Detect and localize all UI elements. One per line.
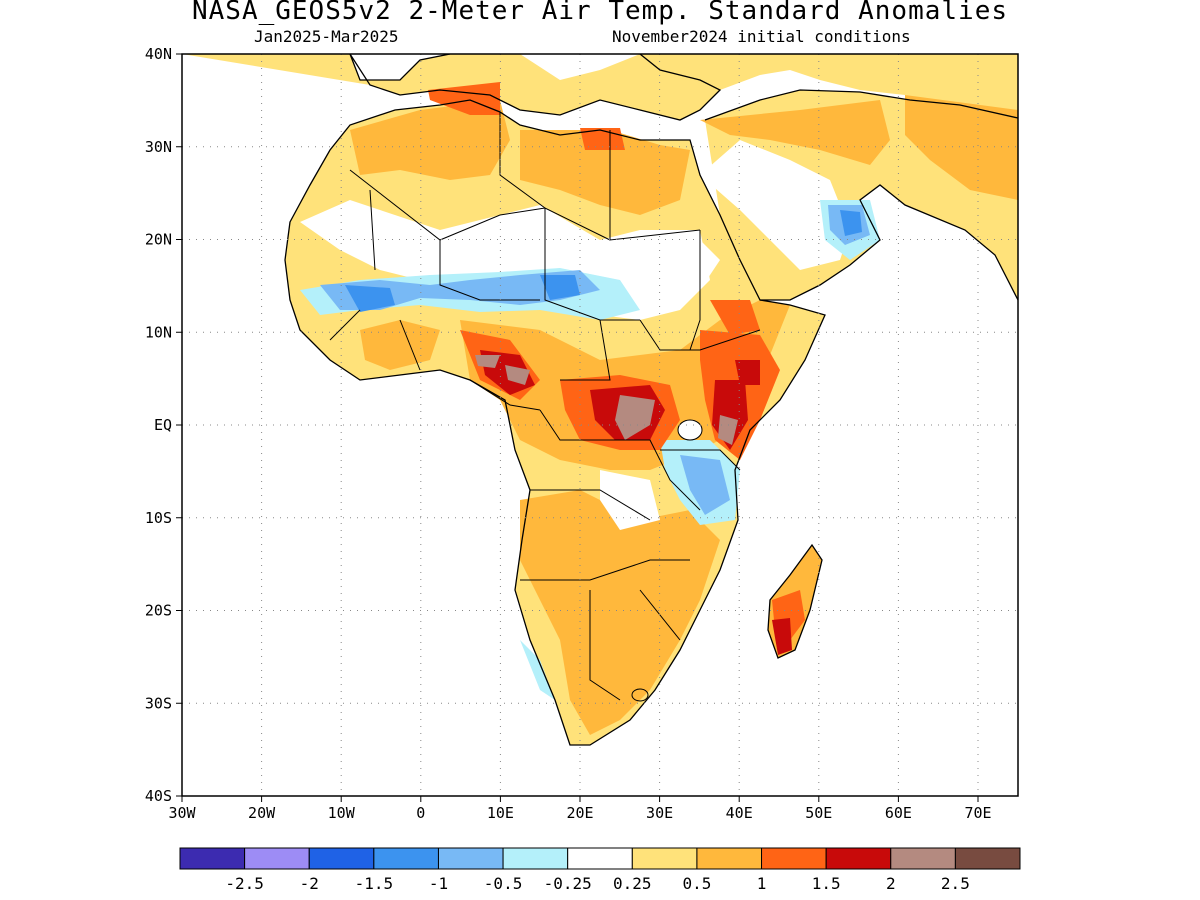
- colorbar-label: -1.5: [355, 874, 394, 893]
- colorbar-swatch: [244, 847, 310, 870]
- colorbar-label: -0.5: [484, 874, 523, 893]
- lat-tick-label: 30S: [145, 694, 172, 712]
- colorbar-label: -2: [300, 874, 319, 893]
- colorbar-label: 1: [757, 874, 767, 893]
- lat-tick-label: 10N: [145, 323, 172, 341]
- lon-tick-label: 30E: [646, 804, 673, 822]
- colorbar-label: 0.25: [613, 874, 652, 893]
- colorbar-swatch: [890, 847, 956, 870]
- colorbar-swatch: [308, 847, 375, 870]
- lat-tick-label: EQ: [154, 416, 172, 434]
- lon-tick-label: 0: [416, 804, 425, 822]
- gridlines: [182, 54, 1018, 796]
- colorbar-label: 2.5: [941, 874, 970, 893]
- colorbar-label: 0.5: [682, 874, 711, 893]
- lat-tick-label: 20N: [145, 231, 172, 249]
- colorbar-label: 1.5: [812, 874, 841, 893]
- anomaly-2-2.5: [475, 355, 738, 445]
- forecast-period: Jan2025-Mar2025: [254, 27, 399, 46]
- colorbar-label: -1: [429, 874, 448, 893]
- colorbar-swatch: [696, 847, 763, 870]
- lon-tick-label: 10W: [328, 804, 356, 822]
- land-europe-strip: [182, 54, 1018, 120]
- colorbar-swatch: [825, 847, 892, 870]
- chart-title: NASA_GEOS5v2 2-Meter Air Temp. Standard …: [191, 0, 1008, 26]
- map-fields: [182, 54, 1018, 746]
- colorbar-swatch: [437, 847, 504, 870]
- colorbar-swatch: [502, 847, 569, 870]
- colorbar: -2.5 -2 -1.5 -1 -0.5 -0.25 0.25 0.5 1 1.5 2 2.5: [179, 847, 1021, 893]
- colorbar-swatch: [954, 847, 1021, 870]
- colorbar-label: -2.5: [225, 874, 264, 893]
- colorbar-swatch: [567, 847, 633, 870]
- lon-tick-label: 20W: [248, 804, 276, 822]
- lat-tick-label: 40N: [145, 45, 172, 63]
- colorbar-label: -0.25: [544, 874, 592, 893]
- anomaly-neg-1: [345, 210, 862, 312]
- lon-tick-label: 20E: [566, 804, 593, 822]
- lon-tick-label: 40E: [726, 804, 753, 822]
- initial-conditions: November2024 initial conditions: [612, 27, 911, 46]
- lon-tick-label: 70E: [964, 804, 991, 822]
- colorbar-swatch: [179, 847, 246, 870]
- lat-tick-label: 40S: [145, 787, 172, 805]
- lon-tick-label: 30W: [168, 804, 196, 822]
- colorbar-label: 2: [886, 874, 896, 893]
- lon-tick-label: 60E: [885, 804, 912, 822]
- colorbar-swatch: [631, 847, 698, 870]
- colorbar-swatch: [373, 847, 439, 870]
- axis-ticks: 30W 20W 10W 0 10E 20E 30E 40E 50E 60E 70E 40N 30N 20N…: [145, 45, 992, 822]
- lon-tick-label: 50E: [805, 804, 832, 822]
- lon-tick-label: 10E: [487, 804, 514, 822]
- lat-tick-label: 20S: [145, 602, 172, 620]
- lakes: [631, 419, 703, 702]
- lat-tick-label: 30N: [145, 138, 172, 156]
- coastlines: [284, 54, 1018, 746]
- colorbar-swatch: [761, 847, 827, 870]
- lat-tick-label: 10S: [145, 509, 172, 527]
